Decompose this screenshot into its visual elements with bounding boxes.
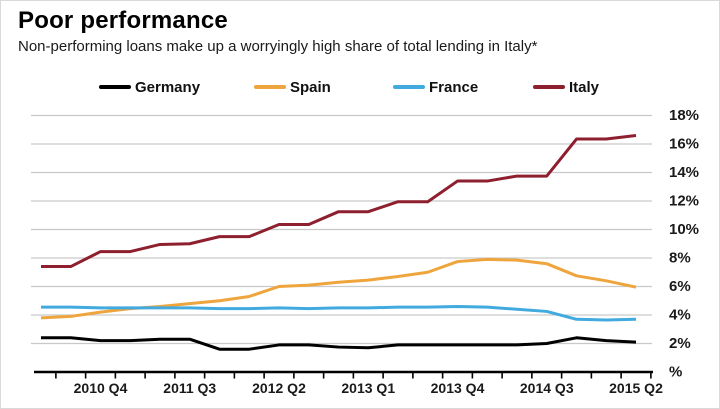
series-line-germany: [41, 336, 637, 351]
chart-plot-area: 18% 16% 14% 12% 10% 8% 6% 4% 2%% 2010 Q4 2011 Q3 20…: [31, 107, 699, 396]
legend-item-italy: Italy: [533, 78, 599, 96]
y-tick-label: 2%: [669, 335, 691, 352]
y-tick-label: 6%: [669, 278, 691, 295]
y-tick-label: 4%: [669, 307, 691, 324]
legend-label: France: [429, 78, 479, 96]
y-tick-label: 16%: [669, 136, 699, 153]
x-tick-label: 2012 Q2: [252, 380, 306, 396]
y-tick-label: 14%: [669, 164, 699, 181]
legend-swatch-germany: [99, 85, 131, 89]
legend-swatch-italy: [533, 85, 565, 89]
legend-swatch-france: [393, 85, 425, 89]
legend-label: Italy: [569, 78, 600, 96]
legend-item-spain: Spain: [254, 78, 331, 96]
x-tick-label: 2014 Q3: [520, 380, 574, 396]
legend-swatch-spain: [254, 85, 286, 89]
x-tick-label: 2013 Q4: [431, 380, 485, 396]
y-tick-label: 8%: [669, 250, 691, 267]
chart-subtitle: Non-performing loans make up a worryingl…: [18, 38, 538, 55]
legend-label: Germany: [135, 78, 201, 96]
y-tick-label: 18%: [669, 107, 699, 124]
chart-legend: Germany Spain France Italy: [1, 78, 719, 96]
x-tick-label: 2011 Q3: [163, 380, 216, 396]
y-tick-label: 10%: [669, 221, 699, 238]
chart-title: Poor performance: [18, 7, 228, 34]
series-line-france: [41, 304, 637, 322]
y-tick-label: %: [669, 364, 682, 381]
legend-label: Spain: [290, 78, 331, 96]
x-tick-label: 2013 Q1: [341, 380, 395, 396]
legend-item-france: France: [393, 78, 478, 96]
legend-item-germany: Germany: [99, 78, 200, 96]
y-tick-label: 12%: [669, 193, 699, 210]
x-tick-label: 2015 Q2: [609, 380, 663, 396]
x-tick-label: 2010 Q4: [74, 380, 128, 396]
series-line-italy: [41, 133, 637, 269]
